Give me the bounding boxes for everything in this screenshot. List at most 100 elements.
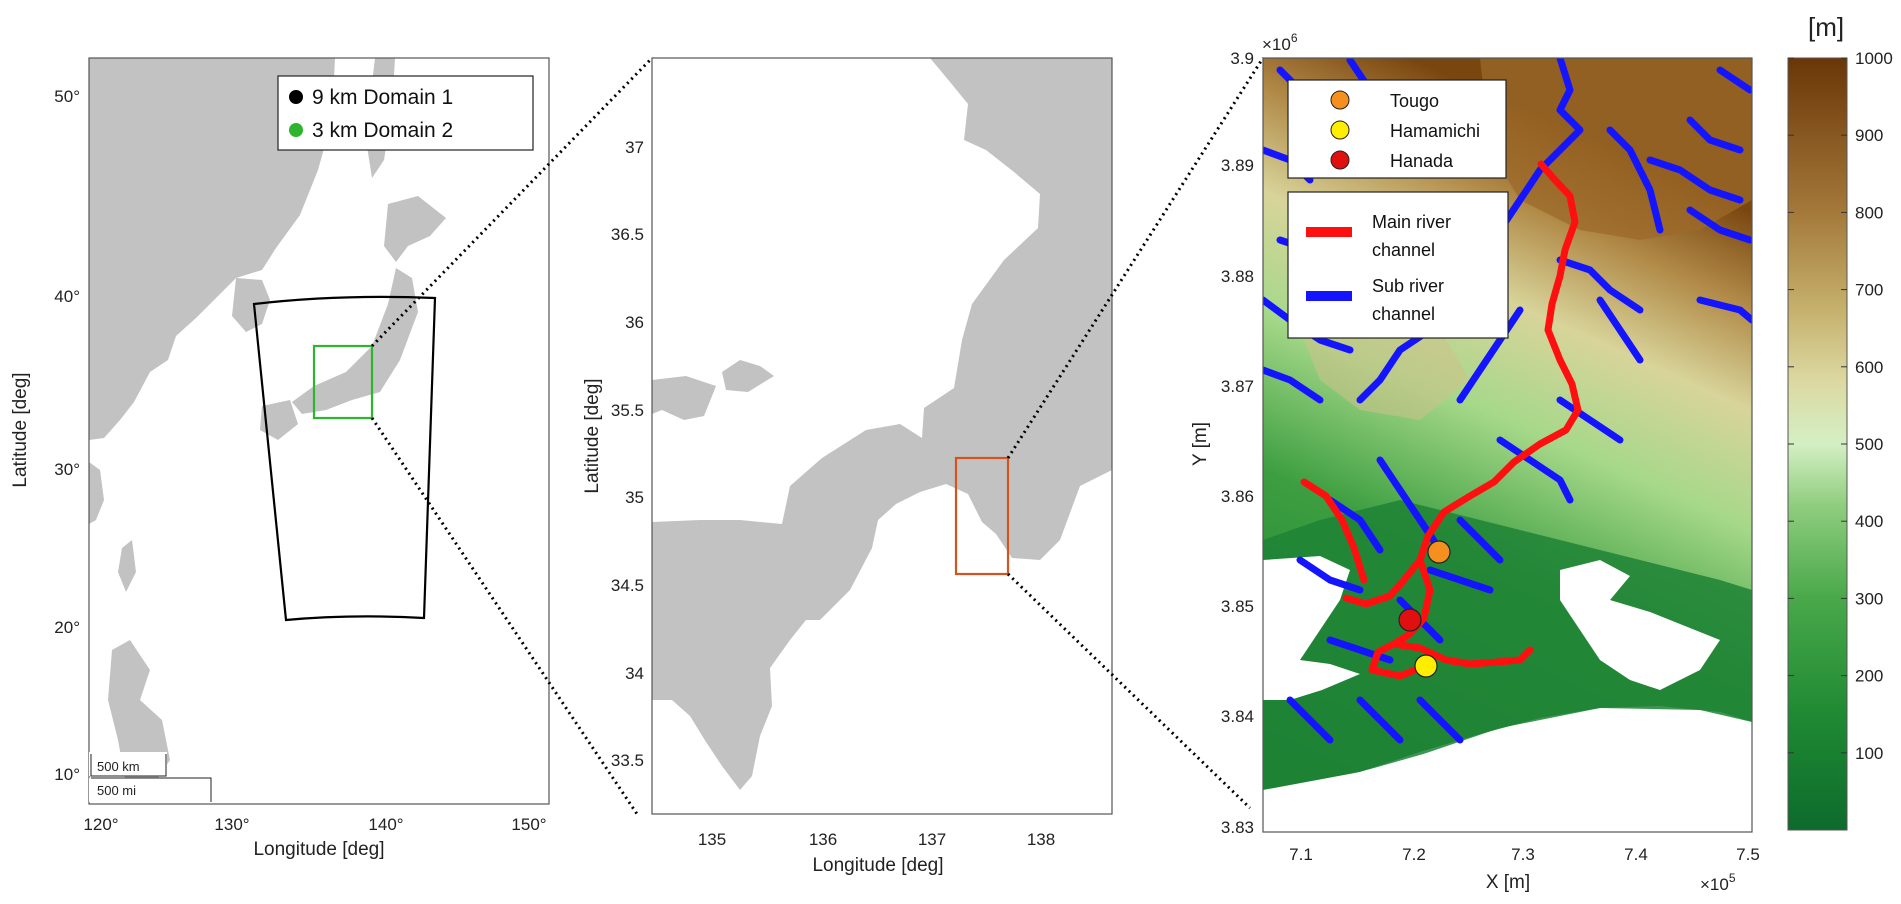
colorbar-ticks: 100 200 300 400 500 600 700 800 900 1000 (1788, 49, 1893, 763)
p3-ytick: 3.87 (1221, 377, 1254, 396)
p3-ytick: 3.83 (1221, 818, 1254, 837)
p2-ytick: 35.5 (611, 401, 644, 420)
scalebar-mi: 500 mi (97, 783, 136, 798)
panel2-xticks: 135 136 137 138 (698, 830, 1055, 849)
p1-xtick: 140° (368, 815, 403, 834)
colorbar-tick-label: 600 (1855, 358, 1883, 377)
p3-ytick: 3.85 (1221, 597, 1254, 616)
panel1-xticks: 120° 130° 140° 150° (83, 815, 546, 834)
panel3-y-multiplier: ×106 (1262, 31, 1298, 54)
hokkaido-shape (384, 196, 446, 262)
p1-xtick: 120° (83, 815, 118, 834)
p2-ytick: 36.5 (611, 225, 644, 244)
p3-xtick: 7.5 (1736, 845, 1760, 864)
p3-ytick: 3.88 (1221, 267, 1254, 286)
panel1-legend: 9 km Domain 1 3 km Domain 2 (277, 75, 534, 151)
panel2-frame (651, 57, 1113, 815)
panel1-ylabel: Latitude [deg] (10, 372, 31, 487)
panel2-xlabel: Longitude [deg] (812, 855, 943, 876)
p1-ytick: 40° (54, 287, 80, 306)
p2-xtick: 135 (698, 830, 726, 849)
colorbar-tick-label: 100 (1855, 744, 1883, 763)
colorbar-tick-label: 200 (1855, 667, 1883, 686)
p3-ytick: 3.86 (1221, 487, 1254, 506)
legend-domain2-label: 3 km Domain 2 (312, 119, 453, 142)
taiwan-shape (118, 540, 136, 592)
p3-xtick: 7.3 (1511, 845, 1535, 864)
colorbar-tick-label: 300 (1855, 589, 1883, 608)
p1-xtick: 130° (214, 815, 249, 834)
p2-ytick: 34.5 (611, 576, 644, 595)
p1-ytick: 20° (54, 618, 80, 637)
legend-sub-river-label-2: channel (1372, 304, 1435, 324)
southeast-asia-shape (89, 462, 104, 524)
p2-ytick: 34 (625, 664, 644, 683)
noto-peninsula (722, 360, 774, 392)
p2-xtick: 138 (1027, 830, 1055, 849)
colorbar-tick-label: 500 (1855, 435, 1883, 454)
mainland-shape (89, 58, 335, 440)
p1-ytick: 50° (54, 87, 80, 106)
panel3-ylabel: Y [m] (1190, 422, 1211, 466)
panel2-ylabel: Latitude [deg] (582, 378, 603, 493)
panel1-yticks: 10° 20° 30° 40° 50° (54, 87, 80, 784)
legend-domain1-marker (289, 90, 303, 104)
zoom-line-top-1 (370, 56, 654, 348)
legend-domain2-marker (289, 123, 303, 137)
p2-ytick: 36 (625, 313, 644, 332)
legend-hanada-label: Hanada (1390, 151, 1454, 171)
p1-ytick: 30° (54, 460, 80, 479)
honshu-shape (292, 268, 418, 414)
station-hamamichi-marker (1414, 654, 1438, 678)
kyushu-shape (260, 400, 298, 440)
p3-ytick: 3.89 (1221, 156, 1254, 175)
panel3-yticks: 3.83 3.84 3.85 3.86 3.87 3.88 3.89 3.9 (1221, 49, 1254, 837)
legend-domain1-label: 9 km Domain 1 (312, 86, 453, 109)
korea-shape (232, 278, 270, 332)
sea-area (1263, 712, 1752, 832)
p1-ytick: 10° (54, 765, 80, 784)
p2-xtick: 136 (809, 830, 837, 849)
domain1-outline (252, 295, 437, 622)
study-area-box (954, 456, 1010, 576)
station-tougo-marker (1427, 540, 1451, 564)
zoom-line-bottom-1 (370, 417, 639, 815)
zoom-line-top-2 (1006, 57, 1265, 459)
p3-xtick: 7.2 (1402, 845, 1426, 864)
p2-ytick: 33.5 (611, 751, 644, 770)
colorbar (1787, 57, 1848, 831)
colorbar-tick-label: 1000 (1855, 49, 1893, 68)
colorbar-tick-label: 400 (1855, 512, 1883, 531)
lake-hamana (1263, 556, 1360, 700)
highland-area (1480, 58, 1752, 240)
panel3-x-multiplier: ×105 (1700, 871, 1736, 894)
panel1-scalebar: 500 km 500 mi (89, 752, 212, 802)
domain2-outline (312, 344, 374, 420)
panel3-station-legend: Tougo Hamamichi Hanada (1287, 79, 1507, 179)
p2-ytick: 37 (625, 138, 644, 157)
legend-tougo-label: Tougo (1390, 91, 1439, 111)
station-hanada-marker (1398, 608, 1422, 632)
legend-tougo-marker (1330, 90, 1350, 110)
p1-xtick: 150° (511, 815, 546, 834)
legend-main-river-label-2: channel (1372, 240, 1435, 260)
scalebar-km: 500 km (97, 759, 140, 774)
central-japan-land (652, 58, 1112, 790)
p2-ytick: 35 (625, 488, 644, 507)
p3-ytick: 3.9 (1230, 49, 1254, 68)
zoom-line-bottom-2 (1006, 572, 1252, 810)
panel3-xticks: 7.1 7.2 7.3 7.4 7.5 (1289, 845, 1760, 864)
inland-land (652, 376, 716, 420)
sado-island (1066, 106, 1098, 150)
p3-ytick: 3.84 (1221, 707, 1254, 726)
colorbar-tick-label: 800 (1855, 203, 1883, 222)
p3-xtick: 7.4 (1624, 845, 1648, 864)
legend-hamamichi-marker (1330, 120, 1350, 140)
legend-main-river-label-1: Main river (1372, 212, 1451, 232)
panel1-frame (88, 57, 550, 805)
p3-xtick: 7.1 (1289, 845, 1313, 864)
lowland-area (1263, 500, 1752, 790)
panel3-xlabel: X [m] (1486, 872, 1530, 893)
bay-water (1560, 560, 1720, 690)
